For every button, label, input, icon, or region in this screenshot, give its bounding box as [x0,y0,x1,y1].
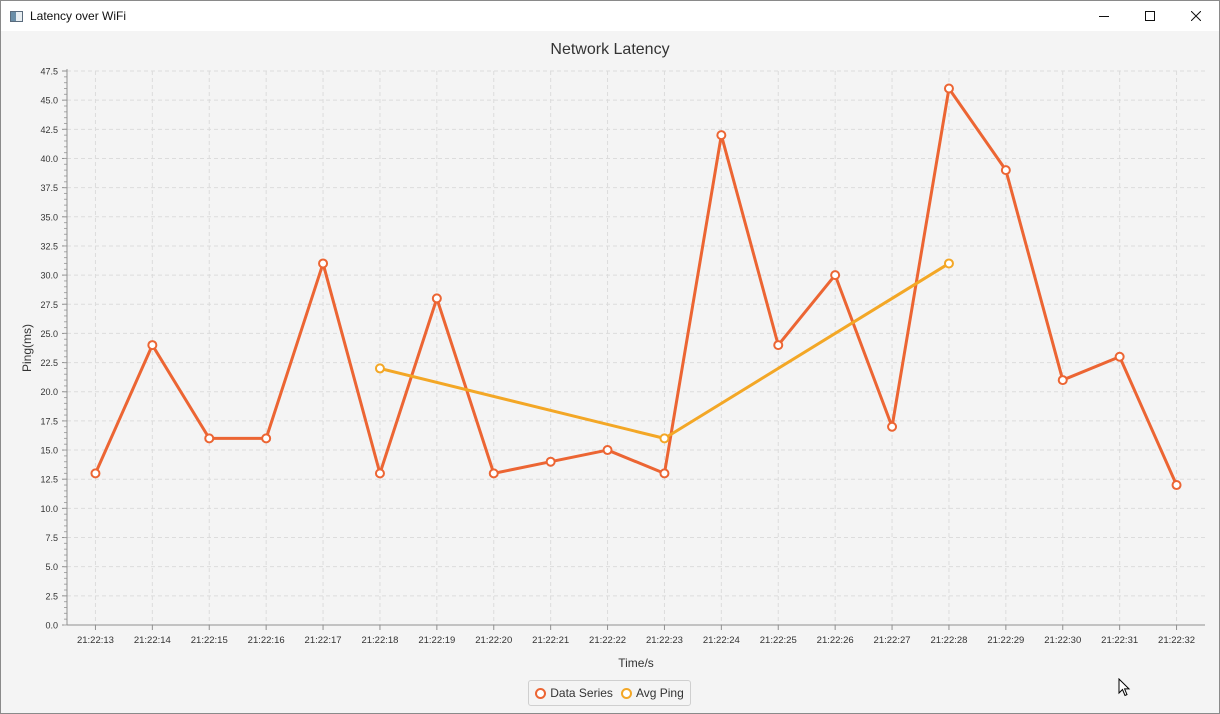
x-tick-label: 21:22:28 [930,635,967,646]
y-tick-label: 20.0 [40,387,58,397]
y-tick-label: 25.0 [40,329,58,339]
x-tick-label: 21:22:17 [305,635,342,646]
x-axis-label: Time/s [618,656,654,670]
data-point-data-series [261,433,272,444]
series-line-data-series [94,86,1178,486]
legend-label: Data Series [550,686,613,700]
data-point-data-series [318,258,329,269]
y-tick-label: 2.5 [45,591,58,601]
data-point-data-series [830,270,841,281]
y-tick-label: 27.5 [40,300,58,310]
legend-marker-icon [620,687,632,699]
y-axis-label: Ping(ms) [20,324,34,372]
y-tick-label: 40.0 [40,154,58,164]
mouse-cursor-icon [1118,678,1131,697]
maximize-button[interactable] [1127,1,1173,31]
legend-marker-icon [535,687,547,699]
data-point-data-series [1171,480,1182,491]
close-button[interactable] [1173,1,1219,31]
y-tick-label: 32.5 [40,241,58,251]
y-tick-label: 22.5 [40,358,58,368]
data-point-data-series [545,456,556,467]
x-tick-label: 21:22:24 [703,635,740,646]
data-point-data-series [716,130,727,141]
x-tick-label: 21:22:27 [874,635,911,646]
line-chart: Network Latency 0.0 2.5 5.0 7.5 10.0 12.5 15.0… [20,41,1205,670]
x-tick-label: 21:22:15 [191,635,228,646]
data-point-data-series [204,433,215,444]
y-tick-label: 47.5 [40,67,58,77]
data-point-data-series [374,468,385,479]
legend-label: Avg Ping [635,686,684,700]
data-point-avg-ping [943,258,954,269]
x-tick-label: 21:22:19 [418,635,455,646]
y-tick-label: 12.5 [40,475,58,485]
x-tick-label: 21:22:23 [646,635,683,646]
data-point-data-series [431,293,442,304]
x-tick-label: 21:22:16 [248,635,285,646]
legend-item-data-series: Data Series [535,686,613,700]
data-point-data-series [147,340,158,351]
data-point-data-series [943,83,954,94]
close-icon [1191,11,1201,21]
axes: 0.0 2.5 5.0 7.5 10.0 12.5 15.0 17.5 20.0 22.5 25.0… [40,67,1205,646]
data-point-data-series [1114,351,1125,362]
chart-title: Network Latency [550,41,669,58]
title-bar[interactable]: Latency over WiFi [1,1,1219,31]
y-tick-label: 17.5 [40,416,58,426]
data-point-data-series [602,445,613,456]
data-point-data-series [488,468,499,479]
y-tick-label: 7.5 [45,533,58,543]
data-point-data-series [1000,165,1011,176]
data-point-data-series [659,468,670,479]
y-tick-label: 5.0 [45,562,58,572]
x-tick-label: 21:22:18 [361,635,398,646]
minimize-button[interactable] [1081,1,1127,31]
y-tick-label: 30.0 [40,271,58,281]
window-title: Latency over WiFi [30,9,127,23]
x-tick-label: 21:22:13 [77,635,114,646]
x-tick-label: 21:22:14 [134,635,171,646]
y-tick-label: 15.0 [40,446,58,456]
x-tick-label: 21:22:29 [987,635,1024,646]
y-tick-label: 37.5 [40,183,58,193]
x-tick-label: 21:22:25 [760,635,797,646]
x-tick-label: 21:22:20 [475,635,512,646]
y-tick-label: 35.0 [40,212,58,222]
y-tick-label: 0.0 [45,621,58,631]
window-controls [1081,1,1219,31]
x-tick-label: 21:22:21 [532,635,569,646]
data-point-data-series [887,421,898,432]
series-layer [90,83,1182,491]
y-tick-label: 42.5 [40,125,58,135]
data-point-data-series [773,340,784,351]
chart-legend: Data Series Avg Ping [528,680,691,706]
chart-area: Network Latency 0.0 2.5 5.0 7.5 10.0 12.5 15.0… [1,31,1219,713]
y-tick-label: 10.0 [40,504,58,514]
x-tick-label: 21:22:30 [1044,635,1081,646]
data-point-data-series [90,468,101,479]
app-icon [10,10,23,22]
data-point-avg-ping [659,433,670,444]
x-tick-label: 21:22:31 [1101,635,1138,646]
legend-item-avg-ping: Avg Ping [620,686,684,700]
data-point-data-series [1057,375,1068,386]
grid-lines [67,70,1205,625]
x-tick-label: 21:22:32 [1158,635,1195,646]
x-tick-label: 21:22:26 [817,635,854,646]
maximize-icon [1145,11,1155,21]
data-point-avg-ping [374,363,385,374]
y-tick-label: 45.0 [40,96,58,106]
minimize-icon [1099,16,1109,17]
x-tick-label: 21:22:22 [589,635,626,646]
